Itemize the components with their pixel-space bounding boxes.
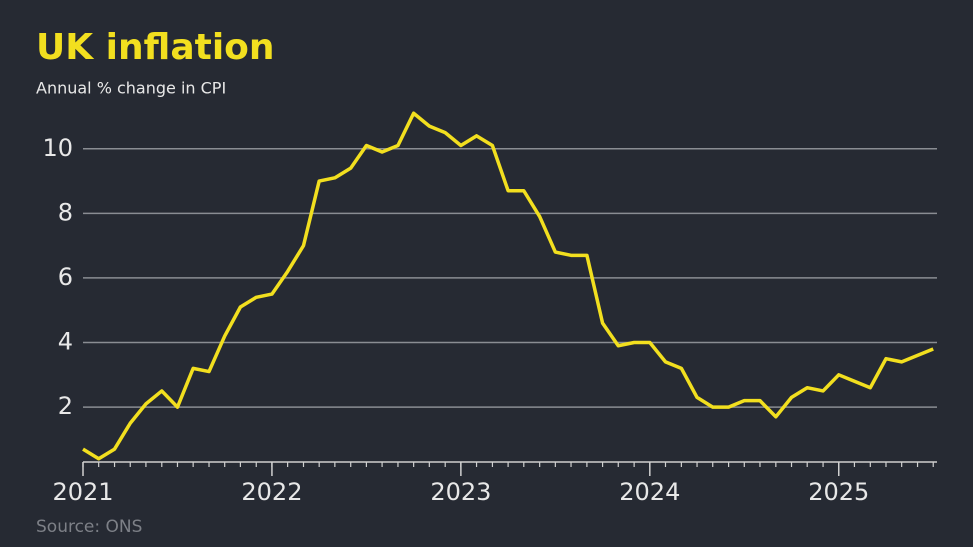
data-line bbox=[82, 111, 934, 461]
chart-subtitle: Annual % change in CPI bbox=[36, 79, 226, 98]
x-tick-label: 2022 bbox=[241, 478, 302, 506]
x-tick-label: 2023 bbox=[430, 478, 491, 506]
y-tick-label: 2 bbox=[58, 392, 73, 420]
x-tick-label: 2021 bbox=[52, 478, 113, 506]
y-tick-label: 8 bbox=[58, 198, 73, 226]
x-tick-label: 2024 bbox=[619, 478, 680, 506]
y-tick-label: 10 bbox=[42, 134, 73, 162]
y-tick-label: 6 bbox=[58, 263, 73, 291]
chart-title: UK inflation bbox=[36, 27, 275, 68]
y-tick-label: 4 bbox=[58, 328, 73, 356]
source: Source: ONS bbox=[36, 517, 142, 537]
x-tick-label: 2025 bbox=[808, 478, 869, 506]
